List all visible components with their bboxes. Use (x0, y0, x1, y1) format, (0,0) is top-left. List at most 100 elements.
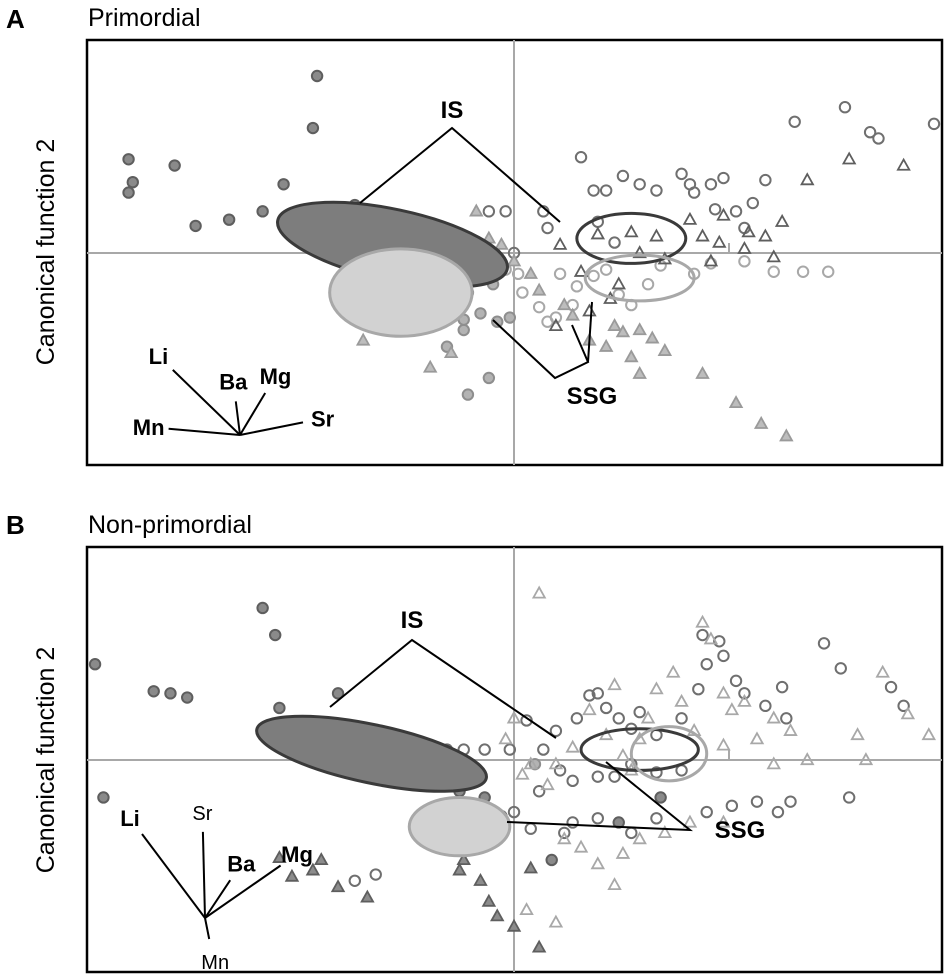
vector-label-li: Li (149, 344, 169, 369)
panel-b-letter: B (6, 510, 25, 540)
vector-mn (204, 917, 211, 940)
point-light-triangles-10 (557, 297, 572, 311)
point-dark-triangles-1 (284, 868, 300, 882)
vector-ba (204, 879, 232, 919)
point-dark-open-circles-2 (478, 743, 491, 756)
point-light-open-circles-14 (738, 255, 751, 268)
point-dark-open-circles-9 (591, 687, 604, 700)
point-dark-triangles-7 (481, 893, 497, 907)
point-light-open-circles-1 (532, 300, 546, 314)
point-dark-filled-circles-21 (654, 791, 667, 804)
point-light-triangles-8 (523, 265, 538, 279)
point-dark-triangles-4 (624, 224, 639, 238)
point-light-triangles-9 (531, 282, 547, 296)
point-light-triangles-24 (766, 710, 781, 724)
point-light-triangles-29 (921, 727, 936, 741)
point-dark-open-circles-49 (507, 805, 521, 819)
point-dark-open-circles-27 (897, 699, 910, 713)
point-light-triangles-32 (766, 756, 781, 770)
point-dark-triangles-2 (305, 862, 321, 876)
point-light-triangles-41 (657, 825, 673, 838)
point-light-triangles-35 (557, 831, 572, 845)
panel-a-is-connector (359, 126, 561, 223)
point-dark-open-circles-8 (583, 689, 596, 702)
point-light-open-circles-19 (511, 267, 525, 281)
point-dark-open-circles-46 (784, 795, 797, 808)
point-dark-open-circles-42 (700, 805, 713, 819)
point-dark-open-circles-26 (499, 205, 512, 218)
point-dark-open-circles-23 (780, 712, 793, 725)
ellipse-ssg-light-open (583, 253, 696, 303)
point-light-triangles-16 (624, 349, 639, 363)
point-light-filled-circles-9 (491, 315, 504, 328)
panel-b-ylabel: Canonical function 2 (32, 647, 60, 874)
point-light-triangles-31 (749, 731, 765, 745)
point-dark-open-circles-26 (884, 680, 898, 694)
ellipse-is-dark-open (575, 211, 688, 265)
point-dark-open-circles-25 (482, 205, 496, 218)
panel-a-ylabel: Canonical function 2 (32, 139, 60, 366)
point-dark-open-circles-5 (633, 178, 646, 191)
point-dark-open-circles-18 (700, 658, 713, 671)
point-light-open-circles-3 (553, 267, 567, 281)
vector-mg (204, 864, 282, 919)
point-dark-open-circles-40 (625, 826, 638, 840)
point-dark-triangles-2 (590, 226, 606, 240)
point-dark-open-circles-43 (725, 799, 739, 813)
point-light-triangles-17 (674, 693, 689, 707)
point-dark-filled-circles-0 (122, 153, 135, 166)
point-dark-filled-circles-4 (189, 219, 202, 233)
point-light-triangles-15 (649, 681, 664, 695)
point-light-open-circles-5 (570, 280, 584, 293)
point-dark-open-circles-25 (834, 662, 847, 675)
point-light-triangles-23 (779, 428, 794, 442)
point-light-triangles-16 (665, 664, 681, 678)
point-light-triangles-34 (858, 752, 874, 766)
point-dark-triangles-8 (682, 211, 698, 225)
panel-b-ssg-label: SSG (715, 817, 766, 844)
point-light-triangles-7 (506, 253, 522, 267)
point-light-triangles-4 (523, 756, 538, 770)
point-dark-filled-circles-5 (222, 213, 236, 226)
point-dark-open-circles-16 (788, 115, 801, 129)
point-dark-open-circles-20 (872, 132, 885, 145)
point-light-triangles-6 (494, 236, 509, 250)
vector-sr (239, 421, 304, 436)
point-dark-open-circles-28 (775, 680, 789, 694)
point-dark-filled-circles-0 (88, 658, 102, 671)
point-dark-open-circles-12 (717, 171, 730, 185)
point-dark-filled-circles-3 (181, 691, 194, 704)
point-dark-triangles-19 (548, 318, 564, 331)
vector-li (141, 833, 206, 919)
point-dark-open-circles-3 (599, 184, 613, 197)
point-light-triangles-33 (800, 752, 815, 766)
point-light-triangles-21 (728, 395, 744, 409)
vector-label-sr: Sr (311, 406, 335, 431)
point-light-open-circles-16 (796, 265, 810, 278)
point-dark-filled-circles-1 (147, 685, 160, 698)
point-dark-triangles-24 (737, 240, 752, 254)
point-dark-open-circles-22 (759, 699, 772, 713)
point-light-triangles-2 (498, 731, 513, 745)
vector-label-mn: Mn (133, 415, 165, 440)
point-light-filled-circles-10 (503, 311, 517, 324)
point-light-open-circles-6 (587, 269, 600, 283)
point-dark-open-circles-10 (704, 178, 718, 191)
point-light-triangles-10 (607, 677, 622, 691)
point-dark-open-circles-21 (738, 687, 751, 700)
panel-a-letter: A (6, 4, 25, 34)
point-dark-open-circles-14 (746, 196, 760, 210)
point-dark-open-circles-50 (524, 822, 537, 835)
vector-label-ba: Ba (227, 852, 256, 877)
point-light-triangles-27 (875, 664, 890, 678)
point-light-filled-circles-7 (474, 307, 487, 320)
point-light-triangles-7 (565, 739, 580, 753)
vector-label-li: Li (120, 806, 140, 831)
point-dark-open-circles-2 (587, 184, 600, 197)
point-dark-triangles-9 (506, 918, 522, 932)
point-dark-triangles-11 (712, 234, 727, 248)
point-dark-open-circles-17 (838, 101, 852, 114)
vector-label-mg: Mg (281, 842, 313, 867)
point-dark-open-circles-35 (650, 766, 663, 779)
